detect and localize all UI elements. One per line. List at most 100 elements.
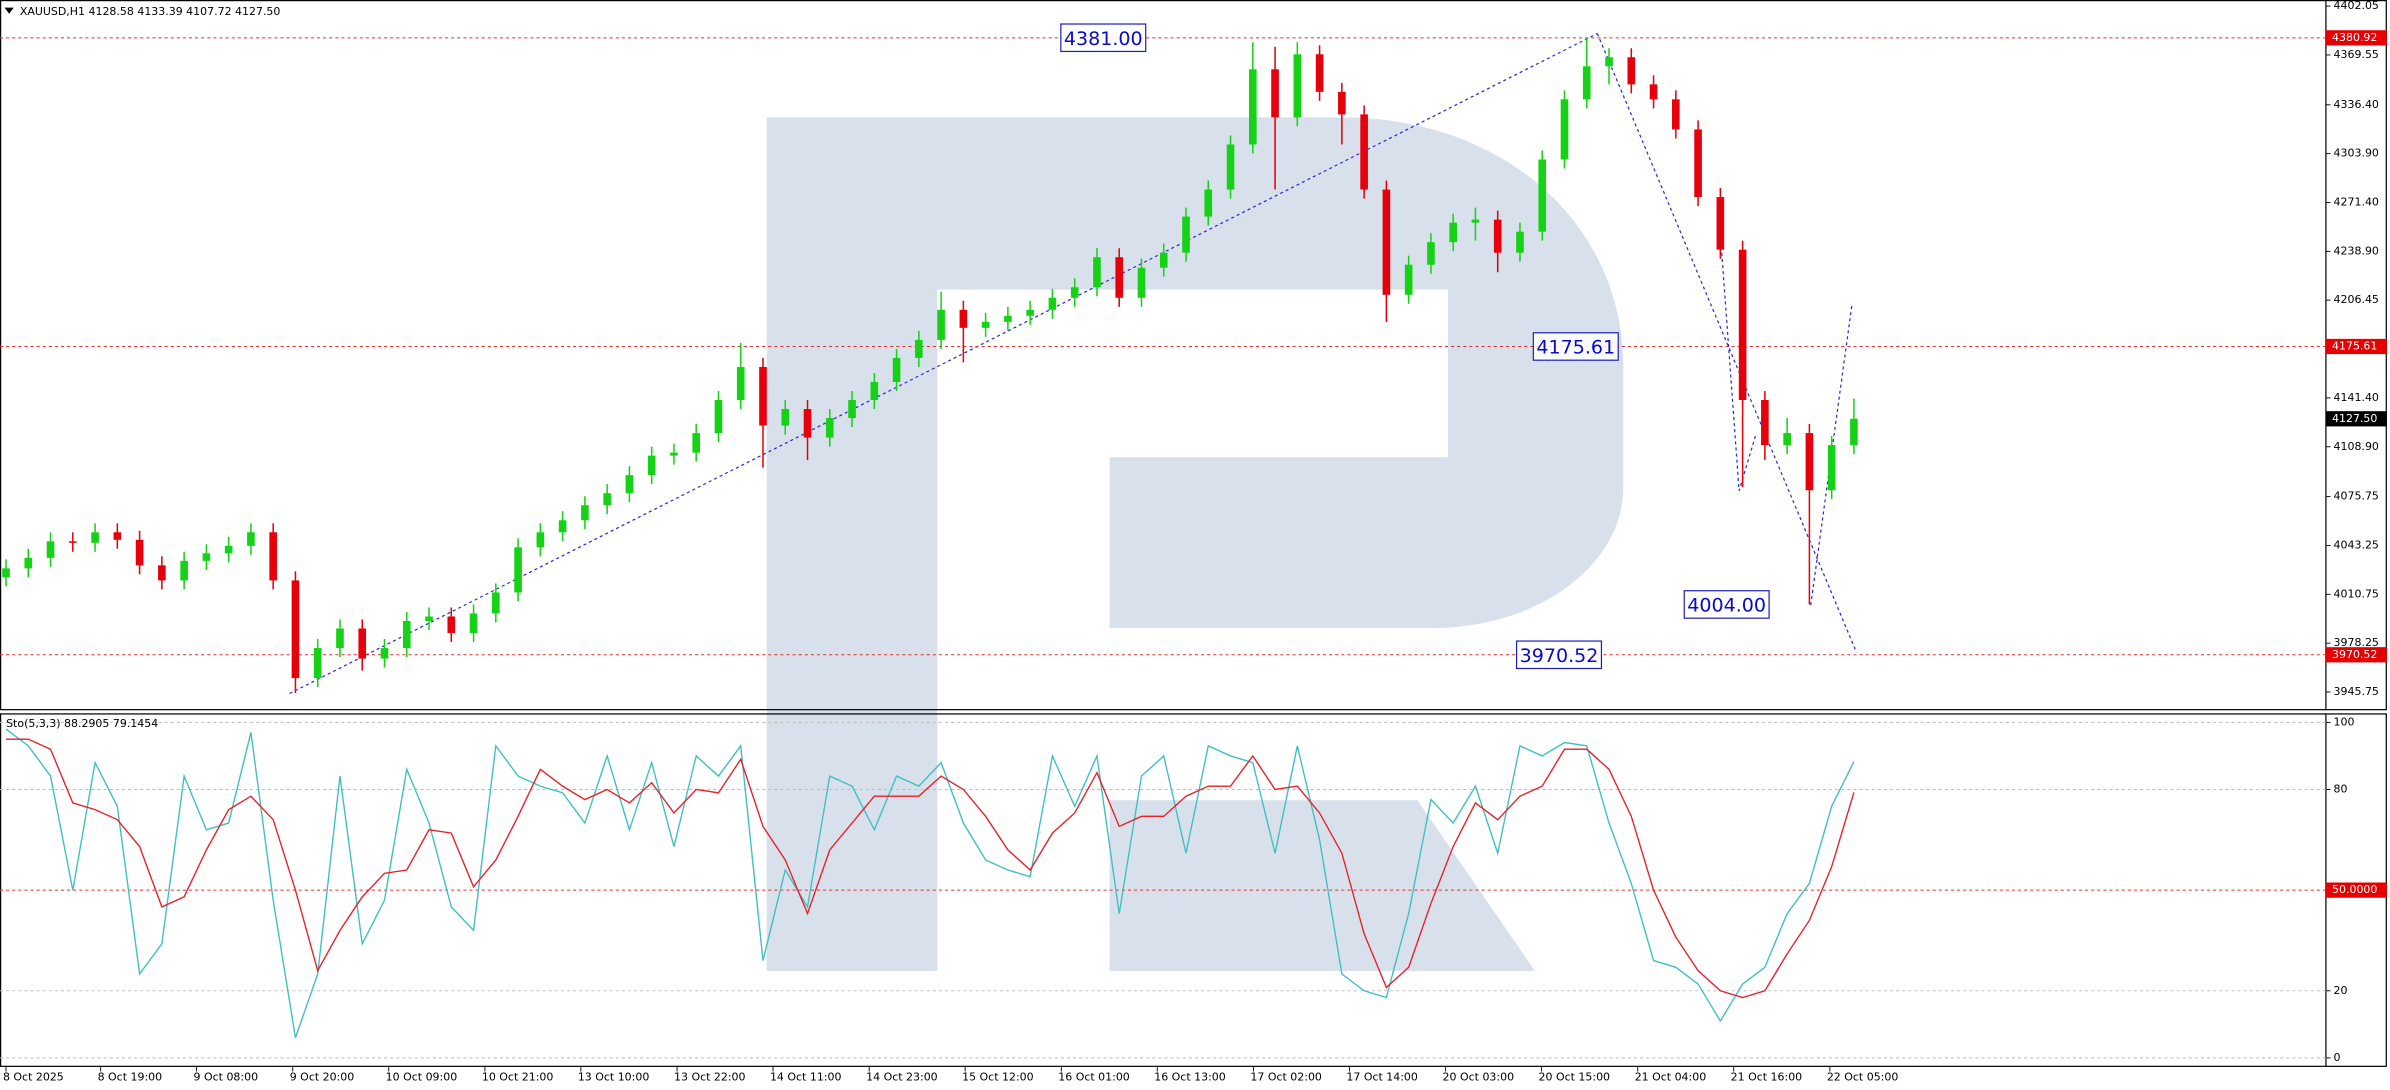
candle-body <box>1805 433 1814 491</box>
candle-body <box>536 532 545 548</box>
level-box <box>2325 882 2387 898</box>
candle-body <box>1427 242 1435 265</box>
candle-body <box>1360 114 1368 190</box>
candle-body <box>1605 57 1613 67</box>
y-tick-label: 4043.25 <box>2334 538 2379 551</box>
candle-body <box>1137 267 1146 298</box>
candle-body <box>1761 400 1769 446</box>
x-tick-label: 14 Oct 23:00 <box>866 1071 938 1084</box>
watermark <box>1109 800 1535 971</box>
y-tick-label: 3978.25 <box>2334 636 2379 649</box>
annotation-label: 3970.52 <box>1520 645 1599 667</box>
candle-body <box>1182 216 1190 253</box>
candle-body <box>937 309 945 340</box>
x-tick-label: 16 Oct 01:00 <box>1058 1071 1130 1084</box>
candle-body <box>1382 189 1391 295</box>
candle-body <box>1471 219 1480 223</box>
x-tick-label: 9 Oct 08:00 <box>194 1071 259 1084</box>
candle-body <box>1538 159 1547 232</box>
y-tick-label: 4206.45 <box>2334 293 2379 306</box>
y-tick-label: 100 <box>2334 715 2355 728</box>
x-tick-label: 17 Oct 14:00 <box>1346 1071 1418 1084</box>
annotation-box <box>1060 23 1147 53</box>
candle-body <box>180 560 188 581</box>
candle-body <box>1649 84 1658 100</box>
candle-body <box>135 539 144 566</box>
candle-body <box>714 400 723 434</box>
y-tick-label: 4238.90 <box>2334 244 2379 257</box>
x-tick-label: 13 Oct 22:00 <box>674 1071 746 1084</box>
trend-lines <box>289 32 1858 695</box>
candle-body <box>1404 264 1413 295</box>
candle-body <box>380 648 389 659</box>
candle-body <box>1004 315 1012 322</box>
y-tick-label: 0 <box>2334 1051 2341 1064</box>
y-tick-label: 3945.75 <box>2334 685 2379 698</box>
level-box <box>2325 30 2387 46</box>
candle-body <box>647 455 656 476</box>
candle-body <box>1115 257 1124 298</box>
candle-body <box>1026 309 1034 316</box>
candle-body <box>158 565 166 581</box>
candle-body <box>1293 54 1302 118</box>
trend-line <box>289 32 1598 695</box>
candle-body <box>247 532 255 546</box>
candle-body <box>558 520 567 533</box>
x-tick-label: 8 Oct 19:00 <box>98 1071 163 1084</box>
candle-body <box>1093 257 1101 288</box>
x-tick-label: 20 Oct 03:00 <box>1443 1071 1515 1084</box>
candle-body <box>291 580 300 679</box>
indicator-line <box>6 738 1855 999</box>
y-tick-label: 4010.75 <box>2334 587 2379 600</box>
candle-body <box>870 381 879 401</box>
y-tick-label: 4336.40 <box>2334 98 2379 111</box>
candle-body <box>514 547 522 593</box>
candle-body <box>1582 66 1591 100</box>
candle-body <box>313 648 322 679</box>
candle-body <box>781 409 790 426</box>
watermark <box>766 117 1624 971</box>
candle-body <box>1338 91 1346 115</box>
x-tick-label: 10 Oct 09:00 <box>386 1071 458 1084</box>
annotation-box <box>1532 332 1619 361</box>
candle-body <box>603 493 611 506</box>
trend-line <box>1717 198 1757 491</box>
candle-body <box>1159 252 1168 268</box>
level-label: 4175.61 <box>2332 339 2377 352</box>
price-box <box>2325 411 2387 427</box>
candle-body <box>1248 69 1257 145</box>
candle-body <box>915 339 923 358</box>
y-tick-label: 80 <box>2334 782 2348 795</box>
candle-body <box>447 616 456 634</box>
candle-body <box>202 553 211 561</box>
candle-body <box>492 592 500 614</box>
x-tick-label: 22 Oct 05:00 <box>1827 1071 1899 1084</box>
candle-body <box>46 541 55 558</box>
level-box <box>2325 338 2387 355</box>
candle-body <box>625 475 634 494</box>
x-tick-label: 15 Oct 12:00 <box>962 1071 1034 1084</box>
candle-body <box>803 409 812 438</box>
annotation-box <box>1515 640 1603 670</box>
x-tick-label: 13 Oct 10:00 <box>578 1071 650 1084</box>
candle-body <box>1204 189 1213 217</box>
candle-body <box>1827 445 1836 491</box>
candle-body <box>848 400 856 419</box>
candle-body <box>692 433 701 453</box>
candle-body <box>336 628 344 649</box>
level-label: 4380.92 <box>2332 31 2377 44</box>
candle-body <box>1493 219 1502 253</box>
candle-body <box>68 541 77 543</box>
panel-frame <box>0 0 2387 711</box>
annotation-label: 4381.00 <box>1064 28 1143 50</box>
indicator-line <box>5 728 1855 1038</box>
x-tick-label: 16 Oct 13:00 <box>1154 1071 1226 1084</box>
level-box <box>2325 647 2387 663</box>
level-label: 3970.52 <box>2332 648 2377 661</box>
candle-body <box>469 613 478 634</box>
x-tick-label: 17 Oct 02:00 <box>1250 1071 1322 1084</box>
candle-body <box>581 505 589 521</box>
candle-body <box>1783 433 1791 446</box>
